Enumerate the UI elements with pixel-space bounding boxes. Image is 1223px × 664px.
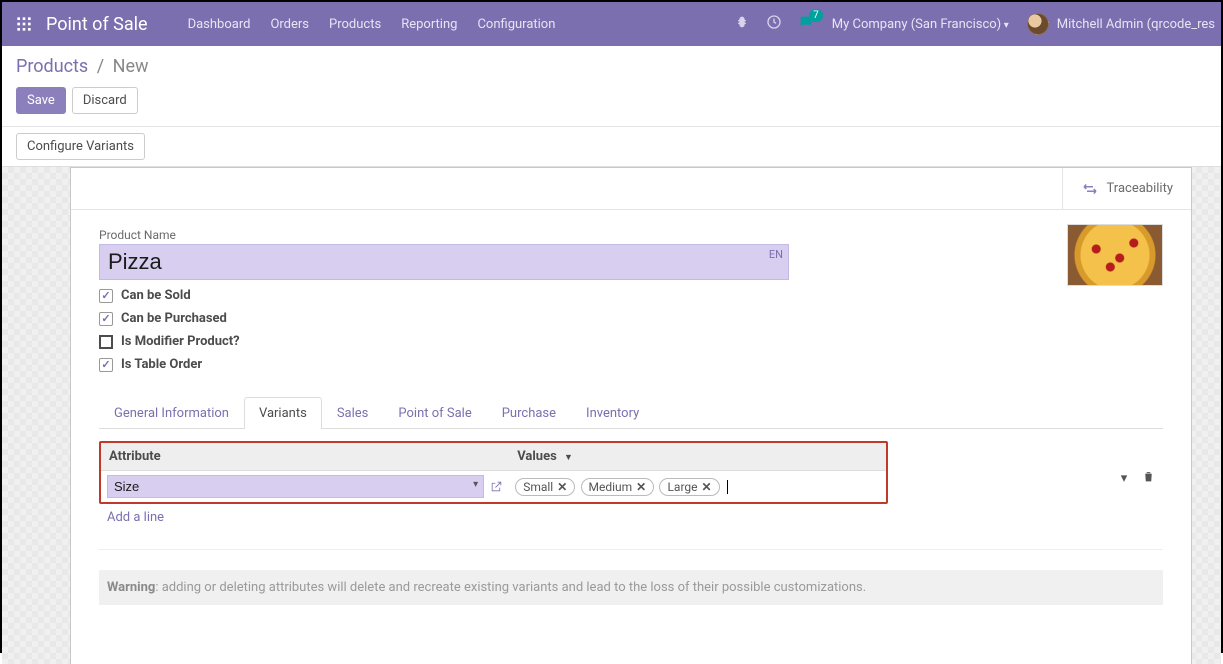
nav-dashboard[interactable]: Dashboard (188, 17, 251, 32)
breadcrumb-separator: / (97, 56, 104, 77)
secondary-bar: Configure Variants (2, 127, 1221, 167)
breadcrumb-current: New (113, 56, 149, 77)
save-button[interactable]: Save (16, 87, 66, 114)
warning-prefix: Warning (107, 580, 155, 595)
nav-configuration[interactable]: Configuration (477, 17, 555, 32)
values-cell[interactable]: Small ✕ Medium ✕ Large ✕ (509, 471, 886, 503)
is-table-order-checkbox[interactable] (99, 358, 113, 372)
tab-inventory[interactable]: Inventory (571, 397, 654, 429)
traceability-label: Traceability (1107, 181, 1173, 196)
product-name-label: Product Name (99, 228, 1163, 242)
tab-variants[interactable]: Variants (244, 397, 322, 429)
tag-small-label: Small (523, 480, 553, 494)
traceability-icon (1081, 180, 1099, 198)
tag-medium: Medium ✕ (581, 478, 655, 496)
tag-small: Small ✕ (515, 478, 575, 496)
product-name-input[interactable] (99, 244, 789, 280)
action-buttons: Save Discard (16, 87, 1207, 114)
is-table-order-row: Is Table Order (99, 357, 1163, 372)
can-be-sold-label: Can be Sold (121, 288, 191, 303)
tag-input-cursor (727, 480, 728, 494)
tab-general-information[interactable]: General Information (99, 397, 244, 429)
warning-bar: Warning: adding or deleting attributes w… (99, 570, 1163, 605)
attribute-select[interactable] (107, 475, 484, 498)
add-a-line[interactable]: Add a line (99, 504, 172, 531)
is-modifier-checkbox[interactable] (99, 335, 113, 349)
can-be-purchased-row: Can be Purchased (99, 311, 1163, 326)
divider (99, 549, 1163, 550)
th-values[interactable]: Values ▼ (509, 443, 886, 471)
is-modifier-label: Is Modifier Product? (121, 334, 240, 349)
is-modifier-row: Is Modifier Product? (99, 334, 1163, 349)
user-name: Mitchell Admin (qrcode_res (1057, 17, 1215, 32)
avatar (1027, 13, 1049, 35)
tag-medium-label: Medium (589, 480, 633, 494)
control-bar: Products / New Save Discard (2, 46, 1221, 127)
company-selector[interactable]: My Company (San Francisco) (832, 17, 1009, 32)
th-attribute[interactable]: Attribute (101, 443, 509, 471)
attribute-cell (101, 471, 509, 503)
app-brand[interactable]: Point of Sale (46, 14, 148, 35)
tab-point-of-sale[interactable]: Point of Sale (383, 397, 486, 429)
product-name-wrap: EN (99, 244, 789, 280)
sort-caret-icon: ▼ (564, 453, 573, 463)
can-be-purchased-label: Can be Purchased (121, 311, 227, 326)
top-navbar: Point of Sale Dashboard Orders Products … (2, 2, 1221, 46)
tab-sales[interactable]: Sales (322, 397, 384, 429)
row-delete-icon[interactable] (1139, 470, 1157, 487)
can-be-sold-row: Can be Sold (99, 288, 1163, 303)
breadcrumb-products[interactable]: Products (16, 56, 88, 77)
can-be-purchased-checkbox[interactable] (99, 312, 113, 326)
is-table-order-label: Is Table Order (121, 357, 202, 372)
apps-icon[interactable] (12, 12, 36, 36)
breadcrumb: Products / New (16, 56, 1207, 77)
lang-badge[interactable]: EN (769, 248, 783, 261)
can-be-sold-checkbox[interactable] (99, 289, 113, 303)
tag-small-remove[interactable]: ✕ (557, 480, 567, 494)
nav-reporting[interactable]: Reporting (401, 17, 457, 32)
row-trailing-controls: ▾ (888, 470, 1163, 487)
user-menu[interactable]: Mitchell Admin (qrcode_res (1027, 13, 1215, 35)
tag-large: Large ✕ (659, 478, 719, 496)
sheet-statusbar: Traceability (71, 168, 1191, 210)
attribute-table-highlight: Attribute Values ▼ (99, 441, 888, 504)
discard-button[interactable]: Discard (72, 87, 138, 114)
clock-icon[interactable] (766, 14, 782, 34)
attribute-section: Attribute Values ▼ (99, 429, 1163, 504)
sheet-background: Traceability Product Name EN Can be Sold… (2, 167, 1221, 664)
bug-icon[interactable] (734, 14, 750, 34)
attribute-row: Small ✕ Medium ✕ Large ✕ (101, 471, 886, 503)
chat-icon[interactable]: 7 (798, 14, 814, 34)
th-values-label: Values (517, 449, 557, 464)
chat-badge: 7 (809, 9, 823, 22)
product-image[interactable] (1067, 224, 1163, 286)
nav-orders[interactable]: Orders (270, 17, 309, 32)
nav-products[interactable]: Products (329, 17, 381, 32)
tag-large-remove[interactable]: ✕ (702, 480, 712, 494)
traceability-button[interactable]: Traceability (1062, 168, 1191, 209)
sheet-body: Product Name EN Can be Sold Can be Purch… (71, 210, 1191, 633)
tab-purchase[interactable]: Purchase (487, 397, 571, 429)
attribute-table: Attribute Values ▼ (101, 443, 886, 502)
warning-text: : adding or deleting attributes will del… (155, 580, 866, 595)
values-dropdown-icon[interactable]: ▾ (1115, 471, 1133, 486)
top-icon-tray: 7 (734, 14, 814, 34)
configure-variants-button[interactable]: Configure Variants (16, 133, 145, 160)
tag-medium-remove[interactable]: ✕ (636, 480, 646, 494)
external-link-icon[interactable] (490, 480, 503, 493)
tag-large-label: Large (667, 480, 697, 494)
form-sheet: Traceability Product Name EN Can be Sold… (70, 167, 1192, 664)
nav-items: Dashboard Orders Products Reporting Conf… (188, 17, 556, 32)
tabs: General Information Variants Sales Point… (99, 396, 1163, 429)
